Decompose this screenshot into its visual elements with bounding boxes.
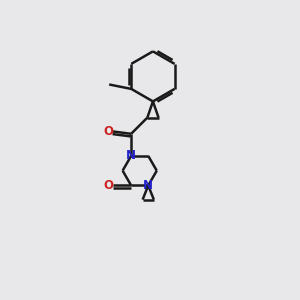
Text: N: N [126, 149, 136, 162]
Text: O: O [103, 179, 113, 192]
Text: O: O [103, 125, 113, 138]
Text: N: N [143, 179, 153, 192]
